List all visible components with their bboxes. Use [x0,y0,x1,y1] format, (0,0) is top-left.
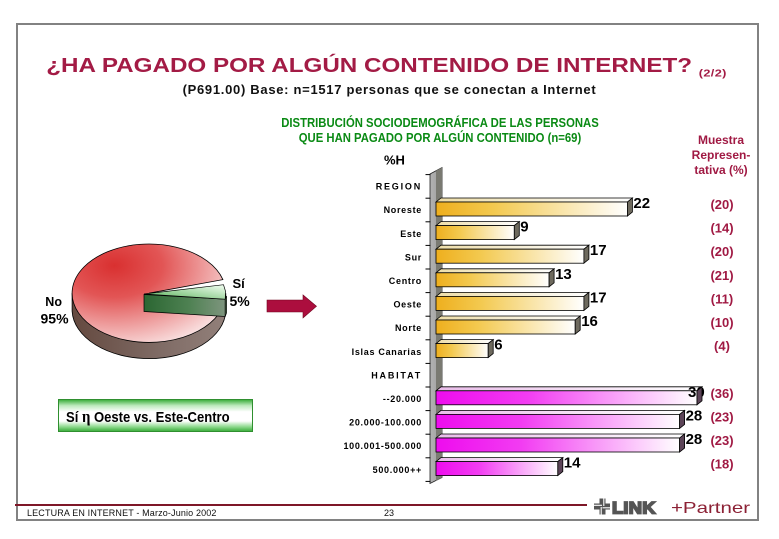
svg-text:(4): (4) [714,339,730,354]
svg-text:Norte: Norte [395,323,422,333]
svg-text:22: 22 [633,195,650,212]
svg-text:(11): (11) [711,291,733,306]
svg-text:95%: 95% [41,311,70,327]
svg-text:No: No [45,295,62,309]
svg-text:(18): (18) [710,457,733,472]
svg-text:Sur: Sur [405,252,422,262]
svg-text:Oeste: Oeste [393,300,422,310]
svg-text:LINK: LINK [612,498,656,517]
svg-text:HABITAT: HABITAT [371,370,422,380]
svg-text:13: 13 [555,266,572,283]
svg-text:+Partner: +Partner [671,498,750,516]
svg-text:28: 28 [686,431,703,448]
svg-text:(14): (14) [710,221,733,236]
svg-text:6: 6 [494,337,502,354]
svg-text:Sí: Sí [233,276,246,291]
svg-text:Noreste: Noreste [384,205,422,215]
svg-text:Centro: Centro [389,276,422,286]
svg-text:(20): (20) [710,244,733,259]
svg-text:500.000++: 500.000++ [373,465,422,475]
svg-text:Este: Este [400,229,422,239]
svg-text:16: 16 [581,313,598,330]
svg-text:(36): (36) [710,386,733,401]
svg-text:REGION: REGION [376,182,422,192]
svg-text:%H: %H [384,153,405,168]
svg-text:17: 17 [590,289,607,306]
svg-text:100.001-500.000: 100.001-500.000 [343,441,422,451]
svg-text:5%: 5% [230,293,251,309]
svg-text:(23): (23) [710,409,733,424]
svg-text:20.000-100.000: 20.000-100.000 [349,418,422,428]
svg-text:28: 28 [686,407,703,424]
svg-text:Islas Canarias: Islas Canarias [352,347,422,357]
svg-text:17: 17 [590,242,607,259]
svg-text:(10): (10) [710,315,733,330]
svg-text:--20.000: --20.000 [383,394,422,404]
svg-text:(21): (21) [710,268,733,283]
svg-text:14: 14 [564,455,581,472]
svg-text:(23): (23) [710,433,733,448]
svg-text:9: 9 [520,219,528,236]
svg-text:(20): (20) [710,197,733,212]
